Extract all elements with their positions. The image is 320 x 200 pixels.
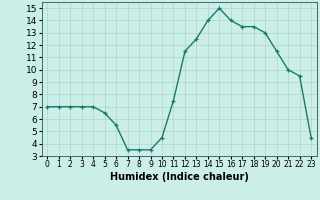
X-axis label: Humidex (Indice chaleur): Humidex (Indice chaleur) <box>110 172 249 182</box>
